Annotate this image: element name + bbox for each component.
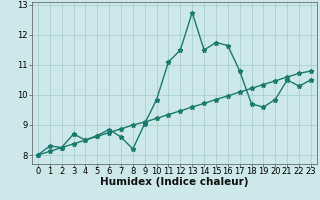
X-axis label: Humidex (Indice chaleur): Humidex (Indice chaleur) (100, 177, 249, 187)
